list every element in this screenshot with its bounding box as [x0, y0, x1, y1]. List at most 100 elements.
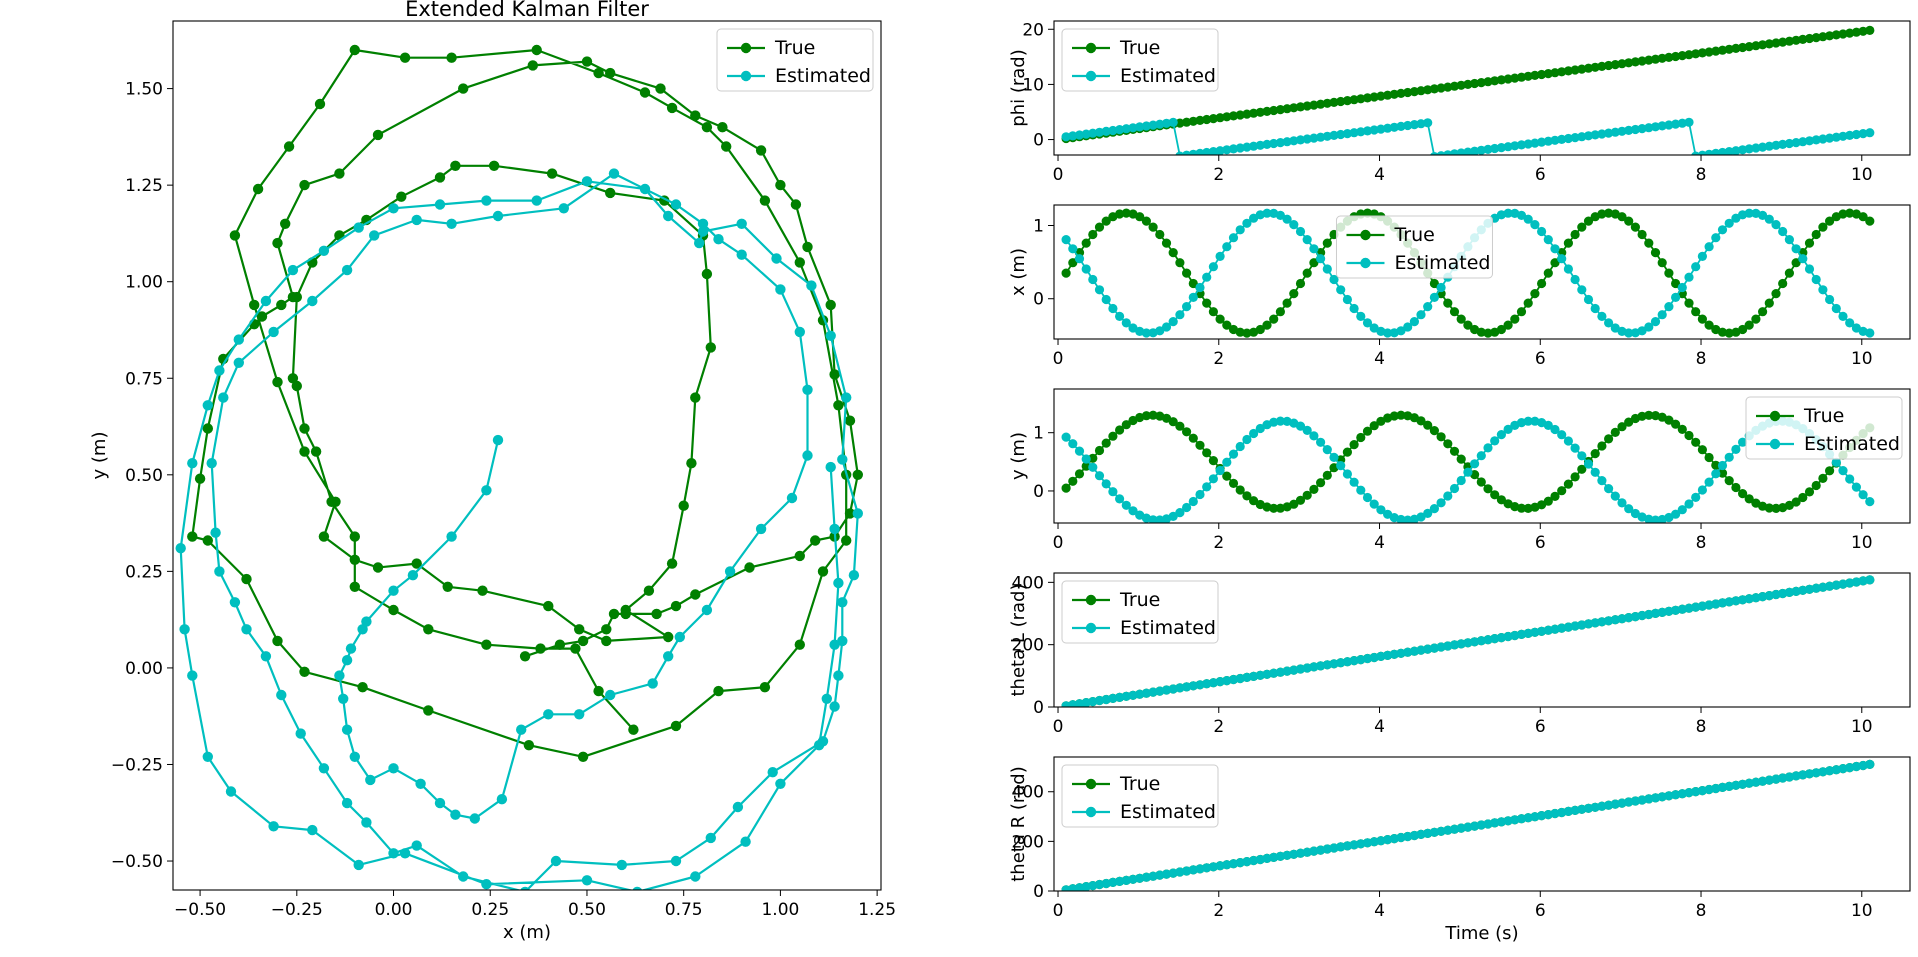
- data-point: [1764, 298, 1774, 308]
- data-point: [1771, 220, 1781, 230]
- data-point: [1697, 314, 1707, 324]
- data-point: [481, 195, 492, 206]
- data-point: [372, 129, 384, 141]
- x-tick-label: 4: [1374, 349, 1385, 369]
- data-point: [1275, 138, 1285, 148]
- data-point: [388, 203, 399, 214]
- data-point: [1423, 118, 1433, 128]
- data-point: [1724, 476, 1734, 486]
- data-point: [767, 767, 778, 778]
- data-point: [1061, 132, 1071, 142]
- data-point: [372, 562, 384, 573]
- y-axis-label: theta R (rad): [1008, 766, 1029, 881]
- data-point: [1758, 40, 1768, 50]
- data-point: [701, 604, 713, 616]
- data-point: [1269, 105, 1279, 116]
- data-point: [755, 523, 767, 535]
- data-point: [1597, 441, 1607, 451]
- data-point: [1242, 434, 1252, 445]
- legend-label: Estimated: [1120, 801, 1216, 823]
- data-point: [697, 226, 709, 237]
- data-point: [1316, 478, 1326, 488]
- data-point: [349, 44, 360, 56]
- legend-marker: [740, 42, 752, 54]
- data-point: [446, 218, 457, 229]
- data-point: [1791, 138, 1801, 148]
- series-estimated: [1061, 416, 1875, 523]
- data-point: [608, 608, 620, 620]
- data-point: [1068, 258, 1078, 268]
- data-point: [1758, 142, 1768, 152]
- data-point: [1182, 117, 1192, 127]
- data-point: [651, 608, 662, 620]
- data-point: [841, 535, 852, 546]
- data-point: [241, 573, 252, 585]
- x-tick-label: 1.25: [858, 900, 896, 920]
- data-point: [1061, 268, 1071, 278]
- data-point: [1664, 52, 1674, 63]
- data-point: [1738, 324, 1748, 335]
- x-tick-label: 8: [1696, 901, 1707, 921]
- legend-thetaR: True Estimated: [1061, 764, 1219, 828]
- data-point: [837, 454, 848, 465]
- data-point: [527, 60, 538, 71]
- data-point: [214, 365, 225, 376]
- y-tick-label: 0: [1033, 882, 1044, 902]
- data-point: [341, 724, 353, 735]
- data-point: [1778, 278, 1788, 289]
- data-point: [1235, 441, 1245, 452]
- data-point: [581, 875, 593, 886]
- x-tick-label: 0: [1053, 901, 1064, 921]
- y-tick-label: 0: [1033, 290, 1044, 310]
- data-point: [276, 299, 287, 311]
- data-point: [1436, 432, 1446, 442]
- data-point: [1182, 502, 1192, 513]
- legend-marker: [1085, 70, 1097, 82]
- data-point: [666, 102, 678, 114]
- data-point: [1811, 274, 1821, 285]
- data-point: [570, 643, 581, 654]
- data-point: [252, 183, 264, 195]
- data-point: [1644, 238, 1654, 248]
- data-point: [1597, 311, 1607, 321]
- data-point: [1242, 109, 1252, 119]
- data-point: [1865, 216, 1875, 226]
- data-point: [1798, 34, 1808, 45]
- data-point: [1543, 268, 1553, 278]
- data-point: [616, 859, 627, 871]
- data-point: [291, 380, 302, 392]
- data-point: [1463, 320, 1473, 330]
- data-point: [1349, 128, 1359, 138]
- data-point: [1336, 129, 1346, 140]
- data-point: [1610, 491, 1620, 501]
- data-point: [1858, 26, 1868, 36]
- data-point: [1228, 449, 1239, 459]
- data-point: [1677, 51, 1687, 61]
- x-tick-label: 4: [1374, 717, 1385, 737]
- data-point: [810, 535, 821, 546]
- data-point: [1597, 476, 1607, 486]
- data-point: [1449, 307, 1460, 317]
- data-point: [1235, 485, 1245, 495]
- data-point: [666, 558, 678, 569]
- x-tick-label: 8: [1696, 165, 1707, 185]
- data-point: [1704, 477, 1714, 487]
- data-point: [1242, 491, 1252, 501]
- data-point: [802, 241, 813, 253]
- data-point: [1295, 226, 1306, 237]
- data-point: [1798, 137, 1808, 147]
- data-point: [1322, 445, 1332, 455]
- data-point: [434, 797, 446, 809]
- data-point: [790, 199, 802, 210]
- y-tick-label: −0.50: [111, 852, 163, 872]
- y-tick-label: 0.25: [125, 562, 163, 582]
- data-point: [1161, 238, 1172, 248]
- data-point: [759, 195, 771, 206]
- data-point: [1550, 244, 1560, 254]
- data-point: [1362, 93, 1373, 103]
- data-point: [187, 670, 198, 681]
- data-point: [1101, 294, 1111, 305]
- legend-label: Estimated: [775, 65, 871, 87]
- legend-label: True: [1119, 589, 1160, 611]
- data-point: [1061, 235, 1071, 245]
